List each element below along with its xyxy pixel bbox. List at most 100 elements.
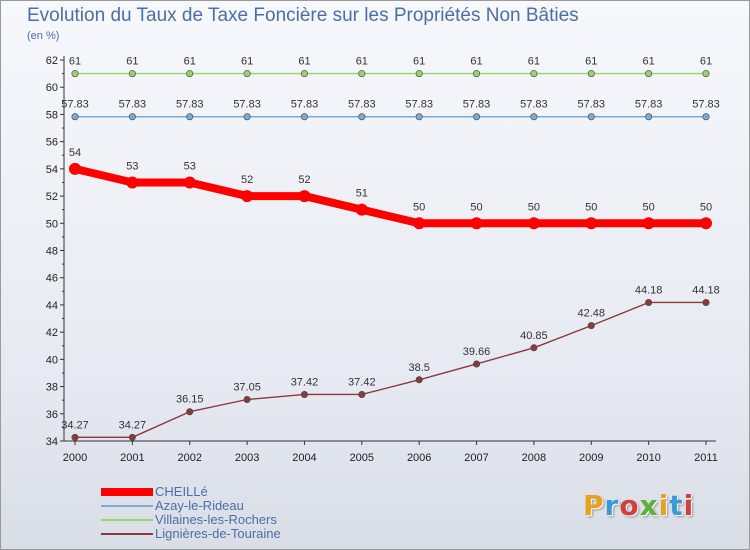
- data-label: 53: [184, 160, 196, 172]
- series-line-0: [71, 164, 710, 228]
- series-point: [243, 113, 251, 121]
- series-line-3: [74, 301, 707, 439]
- data-label: 37.05: [233, 381, 261, 393]
- x-tick-label: 2009: [579, 452, 603, 464]
- data-label: 61: [69, 56, 81, 68]
- series-point: [358, 70, 366, 78]
- chart-title: Evolution du Taux de Taxe Foncière sur l…: [27, 5, 579, 26]
- series-point: [702, 113, 710, 121]
- y-tick-label: 50: [46, 218, 58, 230]
- series-point: [527, 217, 540, 230]
- chart-subtitle: (en %): [27, 30, 60, 42]
- data-label: 50: [643, 201, 655, 213]
- series-point: [126, 176, 139, 189]
- series-point: [71, 433, 79, 441]
- logo-letter: r: [604, 489, 620, 522]
- data-label: 61: [585, 56, 597, 68]
- data-label: 38.5: [408, 362, 429, 374]
- series-point: [358, 390, 366, 398]
- series-point: [415, 376, 423, 384]
- legend-swatch: [101, 485, 153, 499]
- series-point: [186, 408, 194, 416]
- series-point: [183, 176, 196, 189]
- y-tick-label: 52: [46, 191, 58, 203]
- logo-letter: t: [669, 489, 684, 522]
- logo-letter: P: [583, 489, 605, 522]
- data-label: 61: [298, 56, 310, 68]
- x-tick-label: 2011: [694, 452, 718, 464]
- series-point: [530, 70, 538, 78]
- legend-label: CHEILLé: [155, 484, 208, 499]
- logo-letter: i: [683, 489, 695, 522]
- legend-label: Lignières-de-Touraine: [155, 526, 281, 541]
- proxiti-logo: Proxiti: [583, 489, 694, 522]
- series-point: [587, 113, 595, 121]
- y-tick-label: 60: [46, 82, 58, 94]
- data-label: 42.48: [578, 308, 606, 320]
- x-tick-label: 2007: [464, 452, 488, 464]
- series-point: [700, 217, 712, 230]
- y-tick-label: 38: [46, 382, 58, 394]
- series-point: [300, 390, 308, 398]
- series-point: [587, 70, 595, 78]
- series-point: [702, 298, 710, 306]
- series-point: [355, 203, 368, 216]
- data-label: 61: [356, 56, 368, 68]
- line-chart: 34 36 38 40 42 44 46 48 50 52 54 56 58 60 62 2000 2001 20…: [46, 55, 720, 464]
- data-label: 54: [69, 147, 81, 159]
- series-point: [186, 113, 194, 121]
- data-label: 61: [643, 56, 655, 68]
- series-point: [243, 395, 251, 403]
- series-point: [645, 113, 653, 121]
- x-tick-label: 2001: [120, 452, 144, 464]
- data-label: 61: [700, 56, 712, 68]
- data-label: 36.15: [176, 394, 204, 406]
- x-tick-label: 2000: [63, 452, 87, 464]
- series-point: [71, 113, 79, 121]
- series-point: [413, 217, 426, 230]
- data-label: 61: [126, 56, 138, 68]
- data-label: 50: [585, 201, 597, 213]
- series-point: [298, 190, 311, 203]
- series-point: [415, 113, 423, 121]
- data-label: 57.83: [233, 99, 261, 111]
- series-point: [186, 70, 194, 78]
- y-tick-label: 34: [46, 436, 58, 448]
- y-tick-label: 62: [46, 55, 58, 67]
- data-label: 37.42: [291, 376, 319, 388]
- series-point: [69, 162, 81, 175]
- y-tick-label: 54: [46, 164, 58, 176]
- series-point: [587, 322, 595, 330]
- data-label: 57.83: [291, 99, 319, 111]
- x-tick-label: 2010: [636, 452, 660, 464]
- y-tick-label: 44: [46, 300, 58, 312]
- x-tick-label: 2008: [522, 452, 546, 464]
- data-label: 51: [356, 188, 368, 200]
- data-label: 34.27: [61, 419, 89, 431]
- series-point: [71, 70, 79, 78]
- series-point: [241, 190, 254, 203]
- series-point: [358, 113, 366, 121]
- data-label: 44.18: [635, 284, 663, 296]
- y-tick-label: 42: [46, 327, 58, 339]
- series-point: [702, 70, 710, 78]
- data-label: 61: [184, 56, 196, 68]
- series-point: [473, 70, 481, 78]
- series-point: [645, 70, 653, 78]
- series-point: [415, 70, 423, 78]
- data-label: 57.83: [635, 99, 663, 111]
- series-point: [473, 113, 481, 121]
- data-label: 57.83: [61, 99, 89, 111]
- series-point: [300, 70, 308, 78]
- logo-letter: i: [658, 489, 670, 522]
- data-label: 57.83: [578, 99, 606, 111]
- series-point: [530, 344, 538, 352]
- data-label: 61: [413, 56, 425, 68]
- logo-letter: o: [619, 489, 640, 522]
- x-tick-label: 2002: [177, 452, 201, 464]
- data-label: 52: [241, 174, 253, 186]
- series-point: [585, 217, 598, 230]
- x-tick-label: 2003: [235, 452, 259, 464]
- data-label: 61: [528, 56, 540, 68]
- data-label: 57.83: [520, 99, 548, 111]
